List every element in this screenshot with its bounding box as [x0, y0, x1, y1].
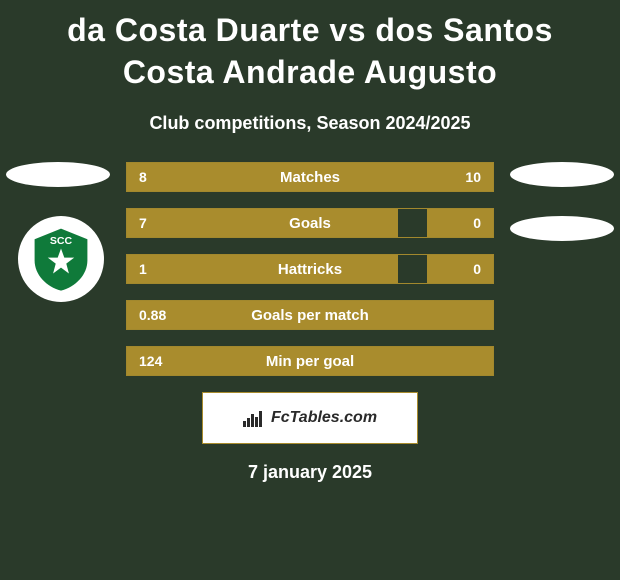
stat-bar-left — [127, 301, 493, 329]
stat-rows: 810Matches70Goals10Hattricks0.88Goals pe… — [126, 162, 494, 376]
stat-row: 124Min per goal — [126, 346, 494, 376]
club-shield-icon: SCC — [28, 226, 94, 292]
stat-value-right: 0 — [461, 209, 493, 237]
stat-bar-left — [127, 347, 493, 375]
player-right-club-badge — [510, 216, 614, 241]
stat-bar-left — [127, 209, 398, 237]
page-title: da Costa Duarte vs dos Santos Costa Andr… — [0, 0, 620, 99]
stat-row: 70Goals — [126, 208, 494, 238]
subtitle: Club competitions, Season 2024/2025 — [0, 113, 620, 134]
stat-row: 0.88Goals per match — [126, 300, 494, 330]
stats-area: SCC 810Matches70Goals10Hattricks0.88Goal… — [0, 162, 620, 376]
stat-value-left: 0.88 — [127, 301, 178, 329]
stat-value-left: 124 — [127, 347, 174, 375]
stat-bar-left — [127, 255, 398, 283]
fctables-brand-box: FcTables.com — [202, 392, 418, 444]
stat-value-left: 8 — [127, 163, 159, 191]
stat-row: 10Hattricks — [126, 254, 494, 284]
stat-value-right: 10 — [453, 163, 493, 191]
club-shield-text: SCC — [50, 235, 73, 247]
fctables-brand-text: FcTables.com — [271, 409, 377, 427]
date-text: 7 january 2025 — [0, 462, 620, 483]
player-left-club-badge: SCC — [18, 216, 104, 302]
bar-chart-icon — [243, 409, 265, 427]
player-left-name-badge — [6, 162, 110, 187]
stat-value-right: 0 — [461, 255, 493, 283]
player-right-name-badge — [510, 162, 614, 187]
stat-value-left: 1 — [127, 255, 159, 283]
stat-row: 810Matches — [126, 162, 494, 192]
stat-value-left: 7 — [127, 209, 159, 237]
